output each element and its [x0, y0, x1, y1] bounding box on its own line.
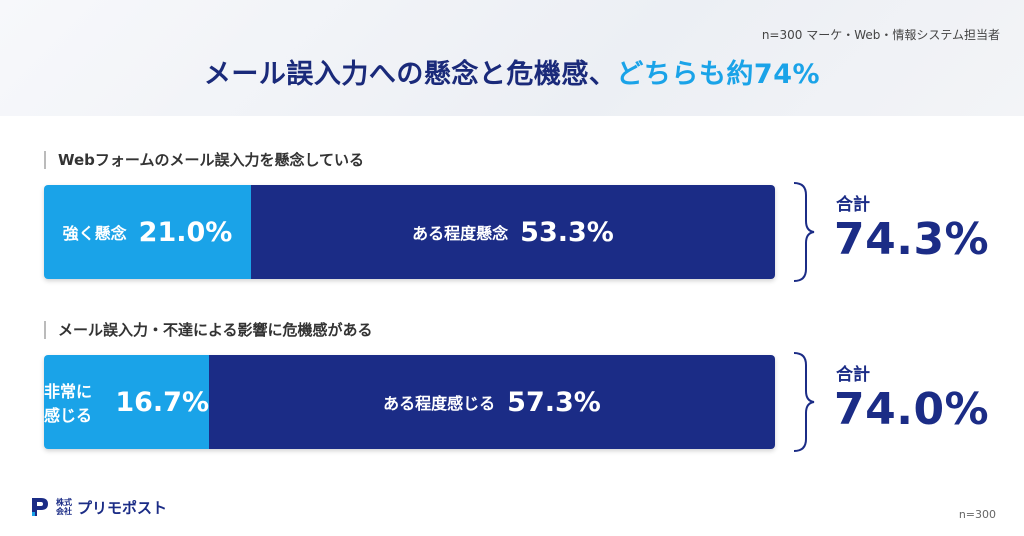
chart1-total-label: 合計	[836, 195, 870, 215]
chart2-total-label: 合計	[836, 365, 870, 385]
chart2-bar: 非常に感じる 16.7% ある程度感じる 57.3%	[44, 355, 775, 449]
chart1-total-value: 74.3%	[834, 214, 990, 265]
company-logo: 株式会社 プリモポスト	[30, 496, 167, 518]
page-title: メール誤入力への懸念と危機感、どちらも約74%	[0, 52, 1024, 91]
chart1-segment-1-value: 21.0%	[138, 216, 233, 248]
header-banner	[0, 0, 1024, 116]
chart1-title: Webフォームのメール誤入力を懸念している	[44, 151, 364, 169]
chart2-brace-icon	[793, 352, 815, 452]
chart1-segment-2-value: 53.3%	[520, 216, 614, 248]
chart1-segment-2: ある程度懸念 53.3%	[251, 185, 775, 279]
chart1-bar: 強く懸念 21.0% ある程度懸念 53.3%	[44, 185, 775, 279]
chart2-segment-2-value: 57.3%	[507, 386, 601, 418]
chart1-brace-icon	[793, 182, 815, 282]
logo-company-name: プリモポスト	[77, 498, 168, 517]
logo-mark-icon	[32, 498, 48, 516]
footer-sample-note: n=300	[958, 508, 996, 521]
logo-company-type: 株式会社	[56, 498, 72, 516]
chart2-segment-1-value: 16.7%	[115, 386, 209, 418]
title-main: メール誤入力への懸念と危機感、	[203, 59, 617, 90]
chart2-segment-1-label: 非常に感じる	[44, 382, 93, 425]
title-highlight: どちらも約74%	[616, 59, 821, 90]
chart1-segment-1: 強く懸念 21.0%	[44, 185, 251, 279]
sample-note: n=300 マーケ・Web・情報システム担当者	[761, 28, 1000, 42]
chart1-segment-1-label: 強く懸念	[62, 224, 127, 243]
chart1-segment-2-label: ある程度懸念	[412, 224, 509, 243]
chart2-total-value: 74.0%	[834, 384, 990, 435]
chart2-title: メール誤入力・不達による影響に危機感がある	[44, 321, 373, 339]
chart2-segment-2: ある程度感じる 57.3%	[209, 355, 775, 449]
chart2-segment-1: 非常に感じる 16.7%	[44, 355, 209, 449]
chart2-segment-2-label: ある程度感じる	[383, 394, 496, 413]
